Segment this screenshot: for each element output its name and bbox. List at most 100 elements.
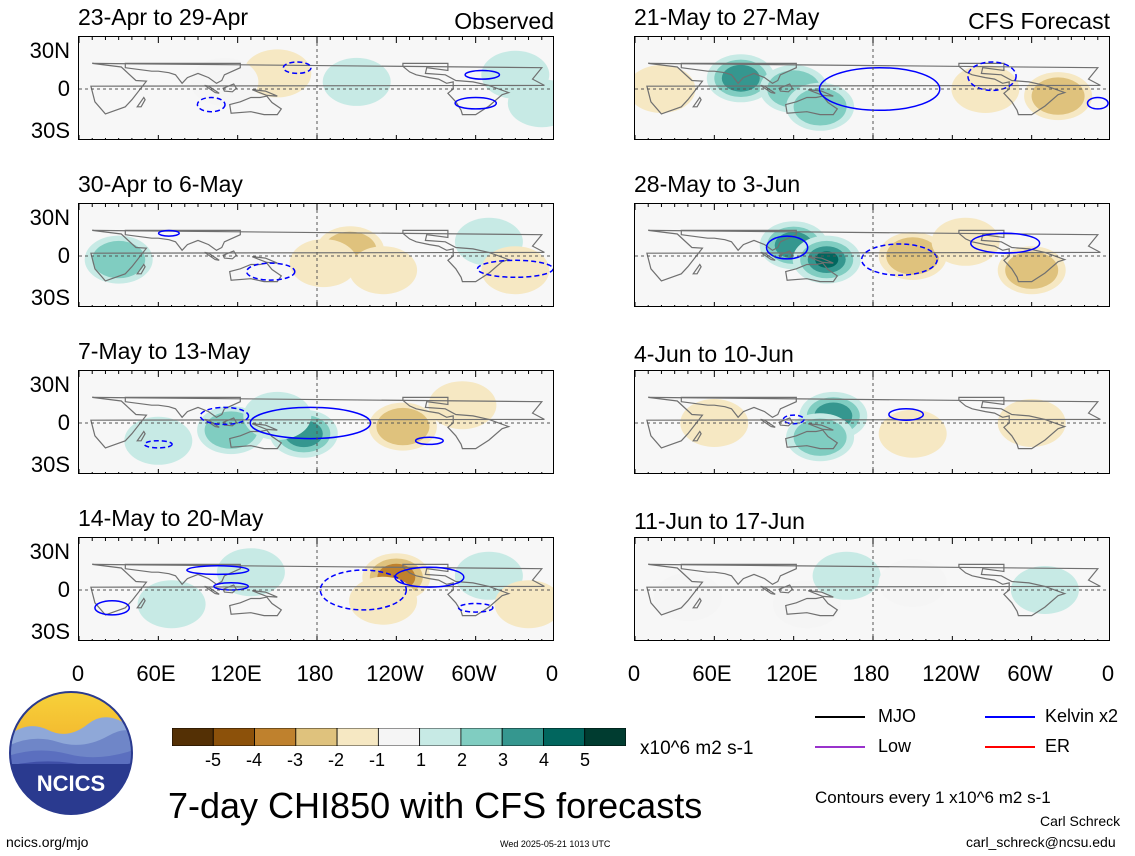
coastline xyxy=(692,96,702,108)
legend-line-kelvin xyxy=(985,716,1035,718)
colorbar-swatch xyxy=(254,727,297,747)
coastline xyxy=(136,96,146,108)
map-panel-1 xyxy=(78,36,554,140)
legend-line-er xyxy=(985,746,1035,748)
coastline xyxy=(646,62,1101,115)
coastline xyxy=(680,62,797,85)
lon-label-0: 0 xyxy=(627,661,641,686)
kelvin-contour xyxy=(196,96,226,113)
coastline xyxy=(204,84,220,94)
kelvin-contour xyxy=(457,602,494,613)
colorbar xyxy=(171,727,627,747)
colorbar-label: 3 xyxy=(497,750,508,770)
coastline xyxy=(251,256,278,264)
lat-label-30n: 30N xyxy=(29,372,70,397)
lat-label-30n: 30N xyxy=(29,539,70,564)
anomaly-blob xyxy=(878,558,947,607)
colorbar-unit: x10^6 m2 s-1 xyxy=(640,738,754,759)
anomaly-blob xyxy=(92,240,146,279)
coastline xyxy=(222,250,238,260)
observed-header: Observed xyxy=(454,8,554,34)
coastline xyxy=(646,563,1101,616)
map-panel-2 xyxy=(78,203,554,307)
coastline xyxy=(136,263,146,275)
coastline xyxy=(807,423,834,431)
legend-line-low xyxy=(815,746,865,748)
anomaly-blob xyxy=(428,381,497,430)
map-panel-6 xyxy=(634,203,1110,307)
kelvin-contour xyxy=(1086,96,1109,110)
kelvin-contour xyxy=(94,599,131,616)
coastline xyxy=(778,584,794,594)
coastline xyxy=(692,430,702,442)
coastline xyxy=(124,396,241,419)
anomaly-blob xyxy=(349,246,418,295)
colorbar-swatch xyxy=(460,727,503,747)
website: ncics.org/mjo xyxy=(6,834,89,850)
anomaly-blob xyxy=(878,409,947,458)
colorbar-label: 2 xyxy=(456,750,467,770)
coastline xyxy=(646,229,1101,282)
coastline xyxy=(785,429,839,450)
coastline xyxy=(402,62,511,116)
ncics-logo: NCICS xyxy=(8,690,134,816)
colorbar-swatch xyxy=(419,727,462,747)
logo-text: NCICS xyxy=(37,771,105,796)
kelvin-contour xyxy=(394,566,465,588)
anomaly-blob xyxy=(812,551,881,600)
colorbar-swatch xyxy=(212,727,255,747)
colorbar-swatch xyxy=(171,727,214,747)
coastline xyxy=(760,84,776,94)
legend-label-kelvin: Kelvin x2 xyxy=(1045,706,1119,726)
kelvin-contour xyxy=(414,436,444,446)
kelvin-contour xyxy=(970,232,1041,254)
lon-label-60e: 60E xyxy=(692,661,732,686)
coastline xyxy=(807,590,834,598)
author: Carl Schreck xyxy=(1040,813,1121,829)
legend-label-er: ER xyxy=(1045,736,1071,756)
anomaly-blob xyxy=(507,79,553,128)
anomaly-blob xyxy=(216,548,285,597)
kelvin-contour xyxy=(186,565,250,576)
lat-label-30s: 30S xyxy=(30,619,70,644)
anomaly-blob xyxy=(356,582,410,620)
kelvin-contour xyxy=(464,69,501,80)
lat-label-0: 0 xyxy=(57,577,70,602)
coastline xyxy=(229,429,283,450)
lon-label-120w: 120W xyxy=(366,661,424,686)
lon-label-120e: 120E xyxy=(766,661,818,686)
lon-label-120e: 120E xyxy=(210,661,262,686)
colorbar-swatch xyxy=(336,727,379,747)
coastline xyxy=(229,95,283,116)
lon-label-0: 0 xyxy=(545,661,559,686)
coastline xyxy=(90,396,545,449)
coastline xyxy=(778,83,794,93)
lon-label-0: 0 xyxy=(1101,661,1115,686)
coastline xyxy=(760,251,776,261)
coastline xyxy=(958,396,1067,450)
coastline xyxy=(251,89,278,97)
coastline xyxy=(222,83,238,93)
coastline xyxy=(402,229,511,283)
anomaly-blob xyxy=(137,580,206,629)
anomaly-blob xyxy=(289,239,358,288)
coastline xyxy=(807,256,834,264)
colorbar-label: -1 xyxy=(368,750,385,770)
coastline xyxy=(90,229,545,282)
coastline xyxy=(90,563,545,616)
coastline xyxy=(136,597,146,609)
lat-label-30s: 30S xyxy=(30,452,70,477)
timestamp: Wed 2025-05-21 1013 UTC xyxy=(500,839,611,849)
colorbar-label: -5 xyxy=(204,750,221,770)
kelvin-contour xyxy=(199,406,250,426)
anomaly-blob xyxy=(931,217,1000,266)
anomaly-blob xyxy=(653,573,722,622)
lat-label-0: 0 xyxy=(57,76,70,101)
colorbar-label: -3 xyxy=(286,750,303,770)
panel-title-4: 14-May to 20-May xyxy=(78,505,264,531)
panel-title-6: 28-May to 3-Jun xyxy=(634,171,801,197)
coastline xyxy=(229,262,283,283)
anomaly-blob xyxy=(376,407,430,446)
forecast-header: CFS Forecast xyxy=(968,8,1110,34)
lon-label-0: 0 xyxy=(71,661,85,686)
